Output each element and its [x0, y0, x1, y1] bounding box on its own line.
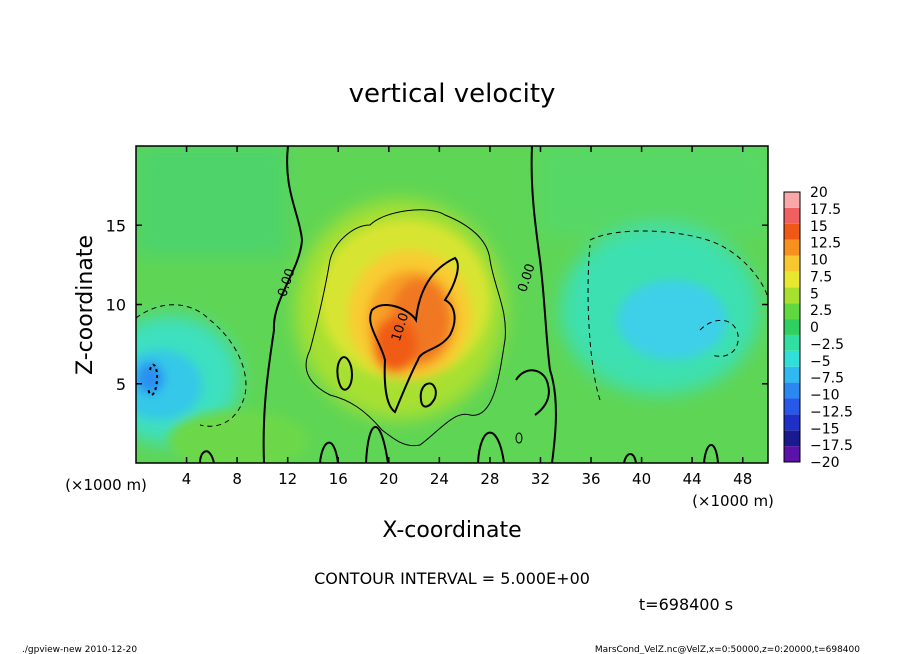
colorbar-label: −2.5	[810, 337, 844, 353]
colorbar-label: 7.5	[810, 269, 832, 285]
x-axis-label: X-coordinate	[382, 518, 521, 543]
colorbar-label: −12.5	[810, 404, 853, 420]
colorbar-band	[784, 303, 800, 320]
colorbar-band	[784, 366, 800, 383]
colorbar-label: 2.5	[810, 303, 832, 319]
colorbar-band	[784, 207, 800, 224]
footer-right-text: MarsCond_VelZ.nc@VelZ,x=0:50000,z=0:2000…	[595, 645, 860, 654]
colorbar-band	[784, 287, 800, 304]
colorbar-label: −17.5	[810, 438, 853, 454]
x-tick-label: 28	[480, 470, 499, 488]
x-tick-label: 36	[581, 470, 600, 488]
colorbar-frame	[783, 191, 801, 463]
colorbar-band	[784, 319, 800, 335]
colorbar-band	[784, 271, 800, 288]
contour-interval-text: CONTOUR INTERVAL = 5.000E+00	[314, 569, 590, 588]
x-tick-label: 24	[430, 470, 449, 488]
chart-title: vertical velocity	[349, 79, 556, 109]
colorbar-band	[784, 239, 800, 256]
x-tick-label: 32	[531, 470, 550, 488]
y-axis: 5 10 15	[106, 216, 768, 394]
colorbar-band	[784, 398, 800, 415]
colorbar-band	[784, 334, 800, 351]
x-tick-label: 12	[278, 470, 297, 488]
colorbar-band	[784, 223, 800, 240]
colorbar-label: 10	[810, 253, 828, 269]
time-text: t=698400 s	[639, 595, 733, 614]
colorbar-band	[784, 350, 800, 367]
x-axis: 4 8 12 16 20 24 28 32 36 40 44 48	[182, 146, 752, 488]
colorbar-band	[784, 192, 800, 208]
colorbar-band	[784, 446, 800, 462]
colorbar-band	[784, 382, 800, 399]
contour-lines	[136, 146, 768, 463]
colorbar-band	[784, 430, 800, 447]
colorbar-label: 17.5	[810, 202, 841, 218]
colorbar-label: 20	[810, 185, 828, 201]
colorbar-label: 0	[810, 320, 819, 336]
x-unit-left-label: (×1000 m)	[65, 476, 147, 494]
colorbar-label: 12.5	[810, 236, 841, 252]
x-tick-label: 8	[232, 470, 242, 488]
colorbar-label: −15	[810, 421, 840, 437]
x-tick-label: 48	[733, 470, 752, 488]
y-axis-label: Z-coordinate	[73, 235, 98, 375]
footer-left-text: ./gpview-new 2010-12-20	[22, 645, 137, 654]
colorbar-label: 15	[810, 219, 828, 235]
x-tick-label: 44	[683, 470, 702, 488]
colorbar-band	[784, 255, 800, 272]
x-tick-label: 20	[379, 470, 398, 488]
colorbar-band	[784, 414, 800, 431]
x-unit-right-label: (×1000 m)	[692, 492, 774, 510]
colorbar-label: −5	[810, 354, 831, 370]
x-tick-label: 16	[329, 470, 348, 488]
heatmap-field	[136, 146, 768, 463]
x-tick-label: 4	[182, 470, 192, 488]
y-tick-label: 5	[116, 375, 126, 394]
colorbar-label: −20	[810, 455, 840, 471]
x-tick-label: 40	[632, 470, 651, 488]
colorbar-label: −7.5	[810, 371, 844, 387]
y-tick-label: 10	[106, 296, 126, 315]
colorbar-label: −10	[810, 388, 840, 404]
colorbar: 2017.51512.5107.552.50−2.5−5−7.5−10−12.5…	[783, 185, 853, 471]
y-tick-label: 15	[106, 216, 126, 235]
colorbar-label: 5	[810, 286, 819, 302]
